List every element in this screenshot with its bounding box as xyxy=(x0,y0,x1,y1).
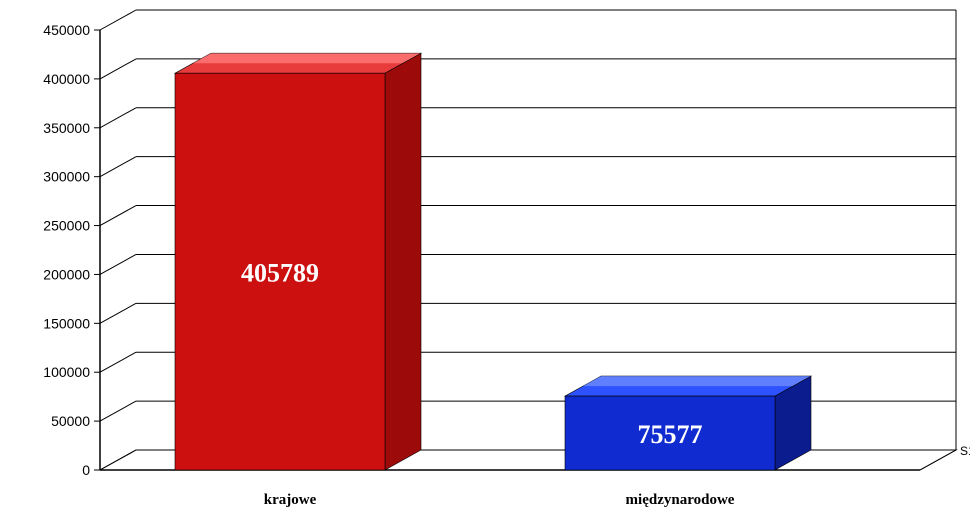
svg-text:150000: 150000 xyxy=(43,315,90,331)
svg-text:300000: 300000 xyxy=(43,169,90,185)
svg-text:0: 0 xyxy=(82,462,90,478)
svg-text:200000: 200000 xyxy=(43,266,90,282)
svg-text:400000: 400000 xyxy=(43,71,90,87)
svg-text:50000: 50000 xyxy=(51,413,90,429)
svg-text:krajowe: krajowe xyxy=(264,492,317,508)
svg-text:450000: 450000 xyxy=(43,22,90,38)
svg-text:międzynarodowe: międzynarodowe xyxy=(626,492,735,508)
svg-text:75577: 75577 xyxy=(638,420,703,449)
svg-text:250000: 250000 xyxy=(43,218,90,234)
svg-text:S1: S1 xyxy=(960,444,970,458)
chart-canvas: 0 50000 100000 150000 200000 250000 300000 3500… xyxy=(0,0,970,528)
svg-text:100000: 100000 xyxy=(43,364,90,380)
bar-chart-3d: 0 50000 100000 150000 200000 250000 300000 3500… xyxy=(0,0,970,528)
svg-text:350000: 350000 xyxy=(43,120,90,136)
svg-text:405789: 405789 xyxy=(241,259,319,288)
